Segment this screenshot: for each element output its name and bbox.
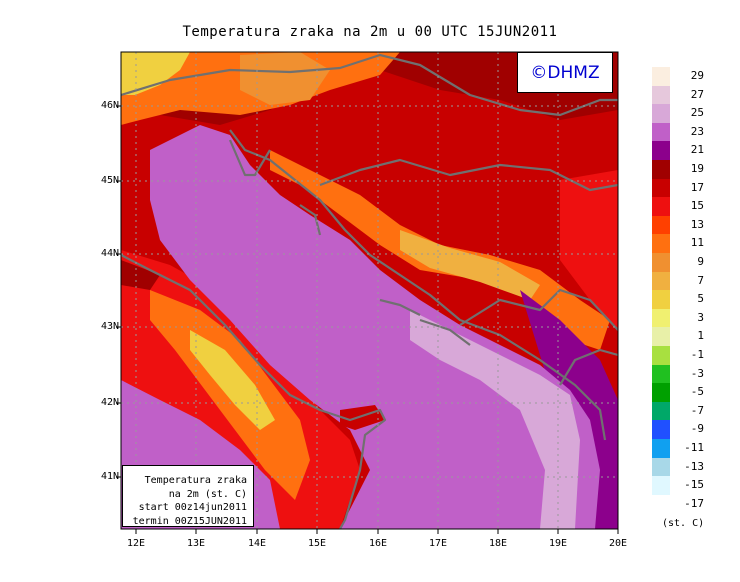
lat-label-42n: 42N	[100, 397, 119, 408]
lon-label-18e: 18E	[488, 538, 508, 549]
legend-label: -5	[690, 385, 704, 399]
legend-swatch	[652, 160, 670, 179]
legend-swatch	[652, 271, 670, 291]
legend-units: (st. C)	[662, 518, 705, 529]
legend-swatch	[652, 327, 670, 347]
legend-label: -13	[684, 459, 704, 473]
north-yellow-zone	[121, 52, 190, 95]
lon-label-14e: 14E	[247, 538, 267, 549]
legend-swatch	[652, 346, 670, 365]
island-2	[379, 298, 421, 316]
legend-label: -1	[690, 348, 704, 361]
legend-swatch	[652, 439, 670, 458]
legend-label: -7	[690, 403, 704, 417]
lat-label-46n: 46N	[100, 100, 119, 111]
legend-label: 15	[690, 199, 704, 213]
border-bosnia	[319, 158, 618, 192]
legend-swatch	[652, 197, 670, 217]
info-line-units: na 2m (st. C)	[168, 488, 247, 500]
legend-label: 7	[697, 273, 704, 287]
istria-coastline	[228, 139, 271, 177]
legend-label: 1	[697, 329, 704, 343]
legend-swatch	[652, 122, 670, 142]
legend-swatch	[652, 290, 670, 310]
lon-label-19e: 19E	[548, 538, 568, 549]
legend-swatch	[652, 383, 670, 403]
lon-label-16e: 16E	[368, 538, 388, 549]
legend-swatch	[652, 420, 670, 440]
lon-label-15e: 15E	[307, 538, 327, 549]
lon-label-17e: 17E	[428, 538, 448, 549]
legend-swatch	[652, 253, 670, 272]
legend-label: 21	[690, 143, 704, 157]
italy-yellow-zone	[190, 330, 275, 430]
legend-label: 27	[690, 87, 704, 101]
legend-swatch	[652, 364, 670, 384]
east-red-zone	[560, 170, 618, 330]
info-line-start: start 00z14jun2011	[138, 502, 247, 513]
lat-label-41n: 41N	[100, 471, 119, 482]
legend-label: 13	[690, 217, 704, 231]
legend-label: -17	[684, 496, 704, 510]
border-south	[459, 288, 618, 331]
lat-label-44n: 44N	[100, 248, 119, 259]
legend-label: 3	[697, 310, 704, 324]
legend-swatch	[652, 178, 670, 198]
info-line-termin: termin 00Z15JUN2011	[132, 515, 247, 527]
legend-label: 5	[697, 292, 704, 306]
croatia-coastline	[229, 129, 607, 441]
legend-swatch	[652, 308, 670, 328]
legend-label: -11	[684, 441, 704, 454]
legend-swatch	[652, 141, 670, 161]
lat-label-45n: 45N	[100, 175, 119, 186]
lon-label-13e: 13E	[186, 538, 206, 549]
legend-label: 19	[690, 162, 704, 175]
forecast-info-box: Temperatura zraka na 2m (st. C) start 00…	[122, 465, 254, 527]
border-north	[121, 53, 618, 117]
legend-swatch	[652, 85, 670, 105]
island-1	[299, 204, 322, 236]
dinaric-yellow-zone	[400, 230, 540, 300]
lon-label-12e: 12E	[126, 538, 146, 549]
island-3	[419, 318, 471, 346]
legend-swatch	[652, 215, 670, 235]
dhmz-copyright-badge: ©DHMZ	[517, 52, 613, 93]
north-orange-patch	[240, 52, 330, 105]
legend-label: 29	[690, 69, 704, 82]
map-frame	[120, 51, 619, 530]
italy-coast-dark	[121, 260, 160, 290]
legend-swatch	[652, 104, 670, 124]
legend-label: -9	[690, 422, 704, 436]
border-montenegro	[559, 348, 618, 386]
lat-label-43n: 43N	[100, 321, 119, 332]
legend-label: 25	[690, 106, 704, 120]
map-title: Temperatura zraka na 2m u 00 UTC 15JUN20…	[182, 24, 558, 40]
legend-label: -3	[690, 366, 704, 380]
legend-swatch	[652, 234, 670, 254]
legend-swatch	[652, 401, 670, 421]
legend-label: 17	[690, 180, 704, 194]
info-line-variable: Temperatura zraka	[144, 475, 247, 486]
lon-label-20e: 20E	[608, 538, 628, 549]
legend-swatch	[652, 476, 670, 496]
legend-label: -15	[684, 478, 704, 492]
legend-label: 23	[690, 124, 704, 138]
legend-label: 9	[697, 255, 704, 268]
legend-swatch	[652, 67, 670, 86]
legend-swatch	[652, 457, 670, 477]
legend-label: 11	[690, 236, 704, 250]
adriatic-warm-patch	[410, 310, 580, 529]
italy-coastline	[121, 254, 387, 529]
